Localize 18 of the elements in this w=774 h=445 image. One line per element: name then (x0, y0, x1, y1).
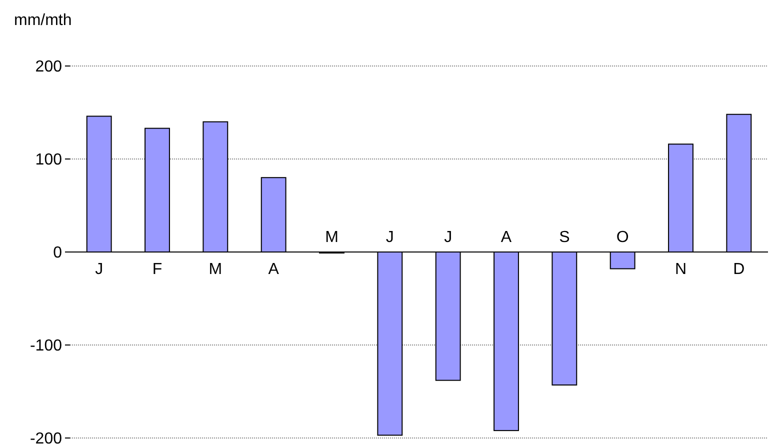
y-tick-label: -200 (30, 430, 62, 445)
x-tick-label: S (559, 229, 570, 246)
x-tick-label: O (616, 229, 629, 246)
y-tick-label: -100 (30, 338, 62, 355)
y-tick-label: 100 (35, 152, 62, 169)
x-tick-label: J (95, 261, 104, 278)
x-tick-label: D (733, 261, 745, 278)
y-tick-label: 200 (35, 58, 62, 76)
x-tick-label: A (268, 261, 280, 278)
x-tick-label: N (674, 261, 687, 278)
x-tick-label: M (325, 229, 338, 246)
x-tick-label: A (500, 229, 512, 246)
x-tick-label: M (208, 261, 222, 278)
x-tick-label: J (386, 229, 394, 246)
y-axis-title: mm/mth (14, 12, 72, 29)
x-tick-label: J (444, 229, 452, 246)
y-tick-label: 0 (53, 244, 62, 262)
x-tick-label: F (152, 261, 162, 278)
